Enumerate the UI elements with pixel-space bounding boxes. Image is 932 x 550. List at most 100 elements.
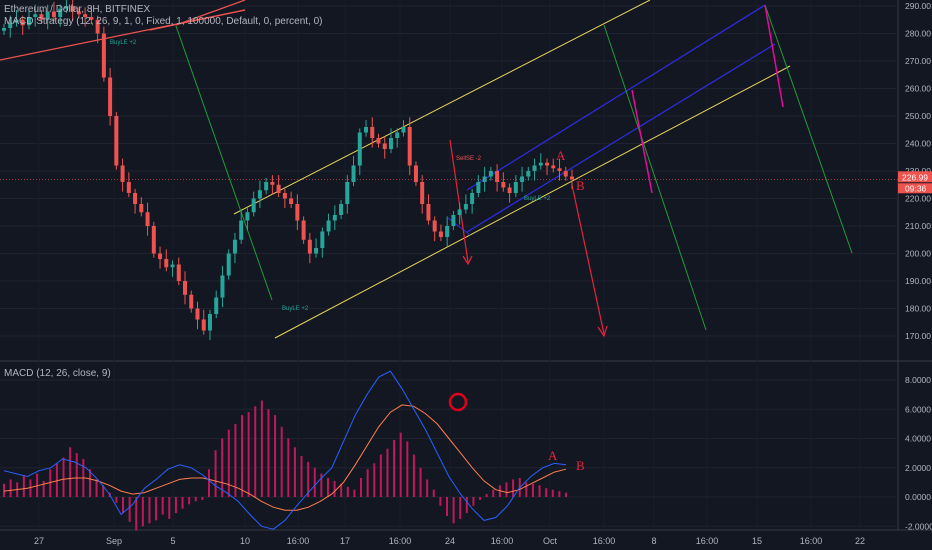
price-tick-label: 290.00 xyxy=(905,1,931,11)
macd-histogram-bar xyxy=(247,412,250,497)
time-tick-label: 16:00 xyxy=(800,536,823,546)
candle-body xyxy=(58,8,63,17)
candle-body xyxy=(207,314,212,331)
candle-body xyxy=(395,132,400,138)
annotation-a: A xyxy=(556,148,566,163)
magenta-measure-line xyxy=(631,89,653,194)
macd-histogram-bar xyxy=(174,497,177,514)
macd-histogram-bar xyxy=(280,426,283,497)
macd-histogram-bar xyxy=(95,479,98,497)
candle-body xyxy=(532,165,537,171)
price-pane xyxy=(0,0,898,360)
red-trend-line xyxy=(175,0,246,26)
macd-histogram-bar xyxy=(512,479,515,497)
candle-body xyxy=(114,116,119,166)
candle-body xyxy=(301,220,306,240)
candle-body xyxy=(158,253,163,259)
buy-marker: BuyLE +2 xyxy=(524,196,551,202)
candle-body xyxy=(95,19,100,34)
candle-body xyxy=(20,19,25,26)
macd-histogram-bar xyxy=(201,497,204,500)
candle-body xyxy=(482,176,487,182)
macd-histogram-bar xyxy=(122,497,125,514)
candle-body xyxy=(126,182,131,193)
time-tick-label: 8 xyxy=(651,536,656,546)
candlestick-series xyxy=(2,0,574,341)
price-tick-label: 190.00 xyxy=(905,276,931,286)
candle-body xyxy=(139,204,144,213)
price-tick-label: 240.00 xyxy=(905,139,931,149)
time-tick-label: 10 xyxy=(240,536,250,546)
macd-histogram-bar xyxy=(412,454,415,497)
candle-body xyxy=(176,264,181,281)
macd-histogram-bar xyxy=(340,483,343,497)
candle-body xyxy=(420,182,425,204)
time-tick-label: 17 xyxy=(340,536,350,546)
candle-body xyxy=(133,193,138,204)
macd-histogram-bar xyxy=(42,480,45,497)
blue-channel-upper xyxy=(466,4,766,191)
macd-histogram-bar xyxy=(551,489,554,497)
macd-histogram-bar xyxy=(155,497,158,521)
channel-upper-line xyxy=(233,0,651,215)
price-tick-label: 250.00 xyxy=(905,111,931,121)
red-arrow-line xyxy=(571,184,605,335)
candle-body xyxy=(495,171,500,182)
macd-histogram-bar xyxy=(465,497,468,514)
macd-histogram-bar xyxy=(22,475,25,497)
time-tick-label: Sep xyxy=(106,536,122,546)
macd-histogram-bar xyxy=(141,497,144,527)
candle-body xyxy=(438,231,443,237)
macd-histogram-bar xyxy=(379,454,382,497)
candle-body xyxy=(26,17,31,26)
macd-tick-label: 0.0000 xyxy=(905,492,931,502)
candle-body xyxy=(51,11,56,17)
axes: 290.00 280.00 270.00 260.00 250.00 240.00 230.… xyxy=(34,1,932,546)
candle-body xyxy=(407,127,412,166)
channel-lower-line xyxy=(274,65,791,339)
candle-body xyxy=(70,6,75,12)
candle-body xyxy=(376,138,381,144)
candle-body xyxy=(83,14,88,17)
candle-body xyxy=(45,11,50,20)
macd-histogram-bar xyxy=(558,491,561,497)
macd-histogram-bar xyxy=(307,461,310,497)
candle-body xyxy=(151,226,156,254)
candle-body xyxy=(320,231,325,248)
candle-body xyxy=(76,11,81,15)
macd-histogram-bar xyxy=(300,456,303,497)
macd-tick-label: 6.0000 xyxy=(905,404,931,414)
candle-body xyxy=(413,165,418,182)
last-price-badge xyxy=(898,171,932,183)
candle-body xyxy=(8,22,13,28)
strategy-legend[interactable]: MACD Strategy (12, 26, 9, 1, 0, Fixed, 1… xyxy=(4,16,323,27)
macd-histogram-bar xyxy=(274,415,277,497)
annotation-b: B xyxy=(576,178,585,193)
macd-histogram-bar xyxy=(3,483,5,497)
macd-histogram-bar xyxy=(479,497,482,500)
macd-histogram-bar xyxy=(366,469,369,497)
candle-body xyxy=(476,182,481,193)
candle-body xyxy=(457,209,462,215)
macd-pane xyxy=(0,362,898,530)
macd-histogram-bar xyxy=(194,497,197,502)
blue-channel-mid xyxy=(466,43,776,233)
macd-histogram-bar xyxy=(373,463,376,497)
price-tick-label: 280.00 xyxy=(905,29,931,39)
red-trend-line xyxy=(149,9,246,31)
candle-body xyxy=(39,14,44,20)
macd-histogram-bar xyxy=(227,429,230,497)
candle-body xyxy=(289,198,294,204)
macd-histogram-bar xyxy=(55,463,58,497)
candle-body xyxy=(108,77,113,116)
macd-legend[interactable]: MACD (12, 26, close, 9) xyxy=(4,368,111,379)
buy-marker: BuyLE +2 xyxy=(282,306,309,312)
time-tick-label: 24 xyxy=(445,536,455,546)
macd-histogram-bar xyxy=(287,438,290,497)
candle-body xyxy=(282,193,287,199)
symbol-legend[interactable]: Ethereum / Dollar, 8H, BITFINEX xyxy=(4,4,151,15)
countdown-text: 09:36 xyxy=(905,183,927,193)
macd-panel xyxy=(3,370,567,531)
macd-histogram-bar xyxy=(406,441,409,497)
